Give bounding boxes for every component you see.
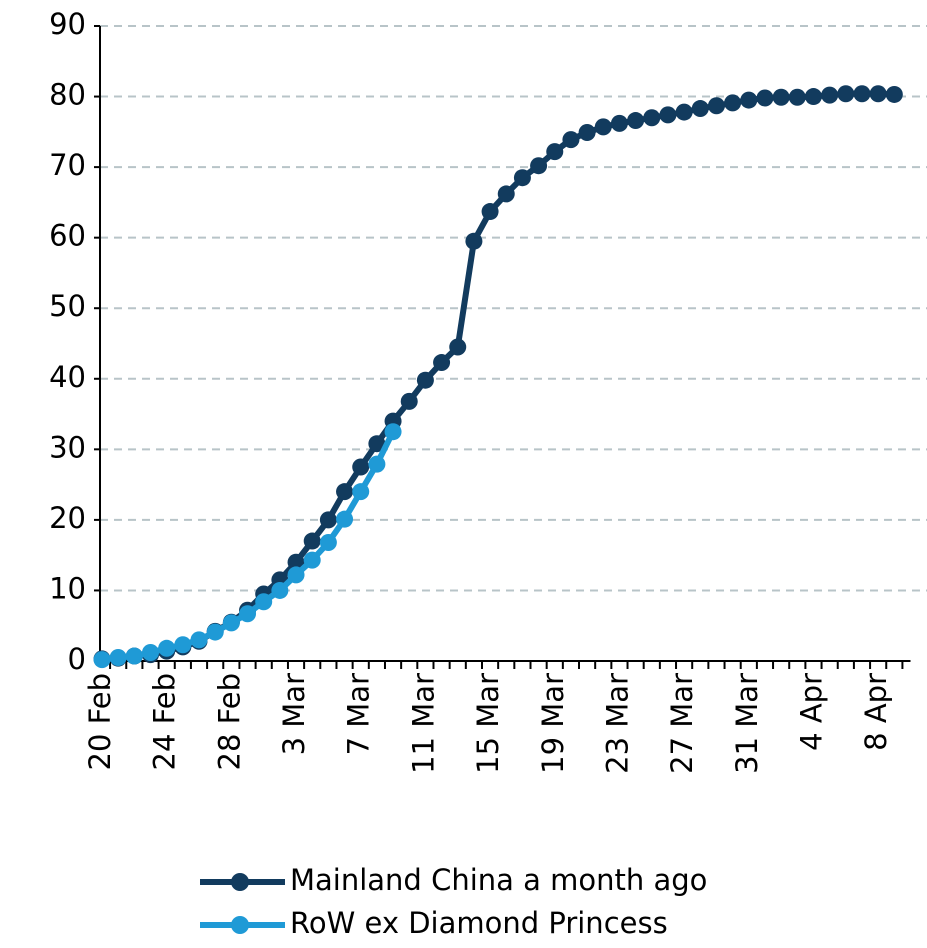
- point: [804, 88, 822, 106]
- series: [93, 423, 402, 669]
- point: [627, 112, 645, 130]
- point: [190, 631, 208, 649]
- x-tick-label: 28 Feb: [212, 673, 246, 770]
- x-tick-label: 11 Mar: [406, 673, 440, 774]
- point: [449, 338, 467, 356]
- y-tick-label: 30: [49, 430, 86, 464]
- point: [206, 623, 224, 641]
- y-tick-label: 80: [49, 78, 86, 112]
- x-tick-label: 27 Mar: [665, 673, 699, 774]
- y-tick-label: 10: [49, 571, 86, 605]
- point: [675, 103, 693, 121]
- point: [481, 203, 499, 221]
- point: [158, 639, 176, 657]
- legend-label: RoW ex Diamond Princess: [290, 906, 668, 940]
- x-tick-label: 24 Feb: [148, 673, 182, 770]
- point: [319, 533, 337, 551]
- point: [303, 532, 321, 550]
- point: [93, 651, 111, 669]
- point: [222, 614, 240, 632]
- point: [594, 118, 612, 136]
- x-tick-label: 7 Mar: [342, 673, 376, 755]
- point: [772, 88, 790, 106]
- x-tick-label: 20 Feb: [83, 673, 117, 770]
- point: [724, 94, 742, 112]
- point: [756, 89, 774, 107]
- point: [255, 593, 273, 611]
- x-tick-label: 4 Apr: [794, 673, 828, 751]
- y-tick-label: 40: [49, 360, 86, 394]
- point: [174, 636, 192, 654]
- point: [368, 455, 386, 473]
- y-tick-label: 0: [68, 642, 86, 676]
- point: [497, 185, 515, 203]
- point: [336, 510, 354, 528]
- point: [319, 511, 337, 529]
- point: [303, 551, 321, 569]
- series: [93, 85, 903, 668]
- point: [287, 566, 305, 584]
- y-tick-label: 60: [49, 219, 86, 253]
- x-tick-label: 8 Apr: [859, 673, 893, 751]
- y-tick-label: 70: [49, 148, 86, 182]
- point: [142, 644, 160, 662]
- point: [465, 232, 483, 250]
- y-tick-label: 90: [49, 7, 86, 41]
- point: [659, 106, 677, 124]
- point: [125, 647, 143, 665]
- point: [513, 169, 531, 187]
- point: [643, 109, 661, 127]
- point: [433, 354, 451, 372]
- point: [578, 124, 596, 142]
- legend-label: Mainland China a month ago: [290, 863, 707, 897]
- point: [287, 553, 305, 571]
- x-tick-label: 31 Mar: [730, 673, 764, 774]
- x-tick-label: 15 Mar: [471, 673, 505, 774]
- point: [837, 85, 855, 103]
- point: [384, 423, 402, 441]
- point: [368, 435, 386, 453]
- legend-marker: [231, 916, 249, 934]
- x-tick-label: 19 Mar: [536, 673, 570, 774]
- point: [336, 483, 354, 501]
- series-line: [101, 90, 895, 662]
- x-tick-label: 23 Mar: [600, 673, 634, 774]
- point: [546, 143, 564, 161]
- point: [821, 86, 839, 104]
- point: [691, 100, 709, 118]
- x-tick-label: 3 Mar: [277, 673, 311, 755]
- point: [562, 131, 580, 149]
- point: [869, 85, 887, 103]
- point: [707, 97, 725, 115]
- point: [400, 392, 418, 410]
- series-line: [101, 430, 396, 663]
- point: [740, 91, 758, 109]
- legend-marker: [231, 873, 249, 891]
- point: [885, 85, 903, 103]
- point: [109, 648, 127, 666]
- point: [271, 581, 289, 599]
- point: [853, 85, 871, 103]
- y-tick-label: 20: [49, 501, 86, 535]
- point: [352, 483, 370, 501]
- y-tick-label: 50: [49, 289, 86, 323]
- point: [610, 114, 628, 132]
- point: [416, 371, 434, 389]
- point: [239, 605, 257, 623]
- point: [788, 88, 806, 106]
- point: [352, 458, 370, 476]
- point: [530, 157, 548, 175]
